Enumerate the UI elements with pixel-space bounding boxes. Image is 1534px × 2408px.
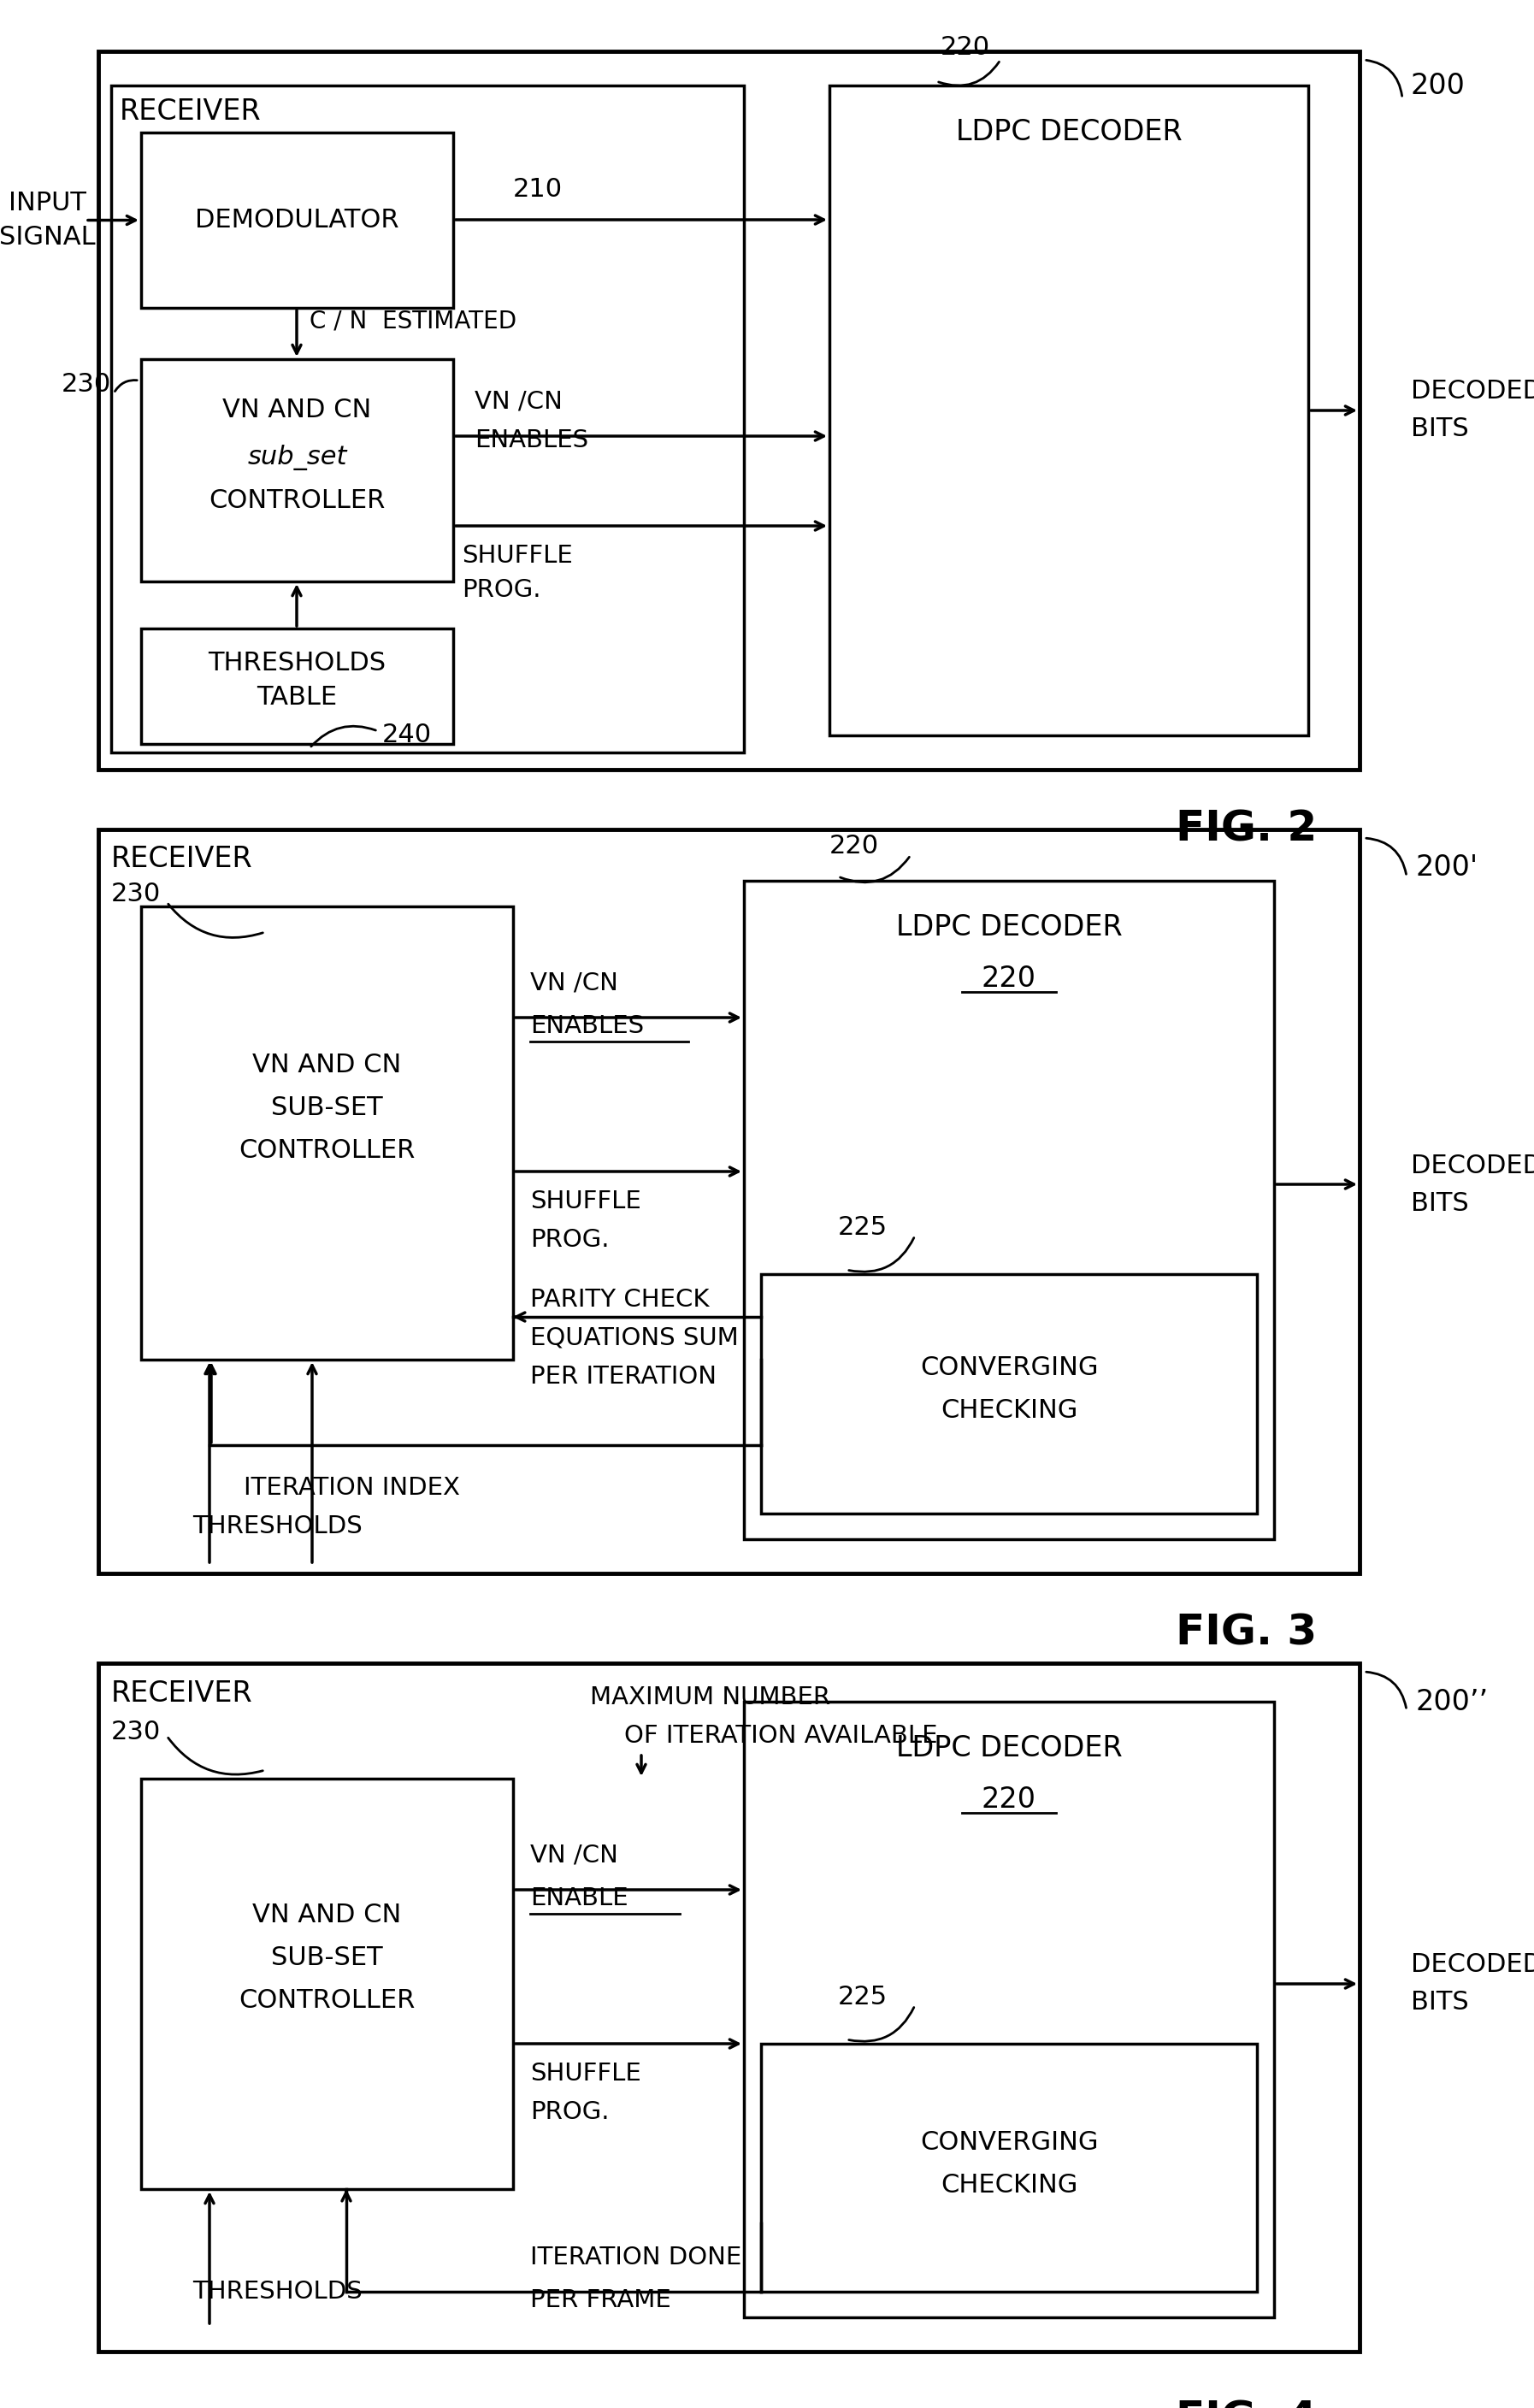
Text: PROG.: PROG. (531, 1228, 609, 1252)
Text: MAXIMUM NUMBER: MAXIMUM NUMBER (591, 1686, 830, 1710)
Text: VN AND CN: VN AND CN (252, 1052, 400, 1076)
Text: BITS: BITS (1411, 417, 1468, 441)
Text: CONTROLLER: CONTROLLER (238, 1989, 414, 2013)
Bar (141, 132, 453, 308)
Text: VN /CN: VN /CN (474, 390, 563, 414)
Text: EQUATIONS SUM: EQUATIONS SUM (531, 1327, 738, 1351)
Text: ENABLE: ENABLE (531, 1885, 627, 1910)
Text: CHECKING: CHECKING (940, 2172, 1077, 2196)
Text: FIG. 4: FIG. 4 (1175, 2398, 1316, 2408)
Text: VN /CN: VN /CN (531, 970, 618, 995)
Text: TABLE: TABLE (256, 684, 337, 710)
Text: FIG. 2: FIG. 2 (1175, 809, 1316, 850)
Text: ITERATION DONE: ITERATION DONE (531, 2247, 741, 2268)
Text: FIG. 3: FIG. 3 (1175, 1613, 1316, 1654)
Text: THRESHOLDS: THRESHOLDS (209, 650, 387, 674)
Text: 230: 230 (110, 881, 161, 905)
Text: SUB-SET: SUB-SET (272, 1946, 382, 1970)
Bar (141, 359, 453, 580)
Text: THRESHOLDS: THRESHOLDS (192, 1515, 362, 1539)
Text: DECODED: DECODED (1411, 1953, 1534, 1977)
Text: RECEIVER: RECEIVER (120, 96, 261, 125)
Text: PER ITERATION: PER ITERATION (531, 1365, 716, 1389)
Text: sub_set: sub_set (247, 445, 347, 470)
Bar (141, 905, 512, 1361)
Text: BITS: BITS (1411, 1190, 1468, 1216)
Text: INPUT: INPUT (8, 190, 86, 214)
Bar (761, 2044, 1256, 2292)
Bar (98, 1664, 1359, 2353)
Text: 200: 200 (1411, 72, 1465, 99)
Bar (98, 51, 1359, 771)
Text: RECEIVER: RECEIVER (110, 845, 253, 874)
Text: SHUFFLE: SHUFFLE (531, 1190, 641, 1214)
Text: OF ITERATION AVAILABLE: OF ITERATION AVAILABLE (624, 1724, 937, 1748)
Text: 230: 230 (110, 1719, 161, 1743)
Text: 225: 225 (838, 1984, 888, 2008)
Text: 240: 240 (382, 722, 433, 749)
Text: SIGNAL: SIGNAL (0, 224, 95, 250)
Text: DECODED: DECODED (1411, 1153, 1534, 1178)
Text: PROG.: PROG. (462, 578, 542, 602)
Bar (744, 881, 1275, 1539)
Text: VN AND CN: VN AND CN (252, 1902, 400, 1929)
Text: SHUFFLE: SHUFFLE (531, 2061, 641, 2085)
Text: LDPC DECODER: LDPC DECODER (896, 913, 1123, 942)
Bar (744, 1702, 1275, 2316)
Text: DEMODULATOR: DEMODULATOR (195, 207, 399, 234)
Bar (110, 87, 744, 751)
Text: 210: 210 (512, 178, 563, 202)
Text: PER FRAME: PER FRAME (531, 2288, 670, 2312)
Bar (830, 87, 1309, 734)
Text: CONTROLLER: CONTROLLER (238, 1137, 414, 1163)
Text: 200’’: 200’’ (1416, 1688, 1488, 1717)
Text: VN /CN: VN /CN (531, 1845, 618, 1869)
Bar (141, 628, 453, 744)
Text: 220: 220 (940, 34, 991, 60)
Text: LDPC DECODER: LDPC DECODER (896, 1734, 1123, 1763)
Text: 200': 200' (1416, 855, 1477, 881)
Text: VN AND CN: VN AND CN (222, 397, 371, 424)
Bar (141, 1780, 512, 2189)
Text: PARITY CHECK: PARITY CHECK (531, 1288, 709, 1312)
Bar (98, 828, 1359, 1572)
Text: CHECKING: CHECKING (940, 1399, 1077, 1423)
Text: 230: 230 (61, 373, 110, 397)
Text: ENABLES: ENABLES (474, 429, 589, 453)
Text: SUB-SET: SUB-SET (272, 1096, 382, 1120)
Text: CONVERGING: CONVERGING (920, 2129, 1098, 2155)
Text: 220: 220 (982, 1787, 1037, 1813)
Text: RECEIVER: RECEIVER (110, 1678, 253, 1707)
Text: 225: 225 (838, 1214, 888, 1240)
Text: LDPC DECODER: LDPC DECODER (956, 118, 1183, 147)
Text: BITS: BITS (1411, 1991, 1468, 2015)
Text: DECODED: DECODED (1411, 378, 1534, 405)
Text: C / N  ESTIMATED: C / N ESTIMATED (310, 308, 517, 332)
Text: THRESHOLDS: THRESHOLDS (192, 2280, 362, 2304)
Text: ENABLES: ENABLES (531, 1014, 644, 1038)
Text: 220: 220 (830, 833, 879, 860)
Text: PROG.: PROG. (531, 2100, 609, 2124)
Text: 220: 220 (982, 966, 1037, 992)
Text: CONVERGING: CONVERGING (920, 1356, 1098, 1380)
Bar (761, 1274, 1256, 1515)
Text: CONTROLLER: CONTROLLER (209, 489, 385, 513)
Text: ITERATION INDEX: ITERATION INDEX (244, 1476, 460, 1500)
Text: SHUFFLE: SHUFFLE (462, 544, 572, 568)
